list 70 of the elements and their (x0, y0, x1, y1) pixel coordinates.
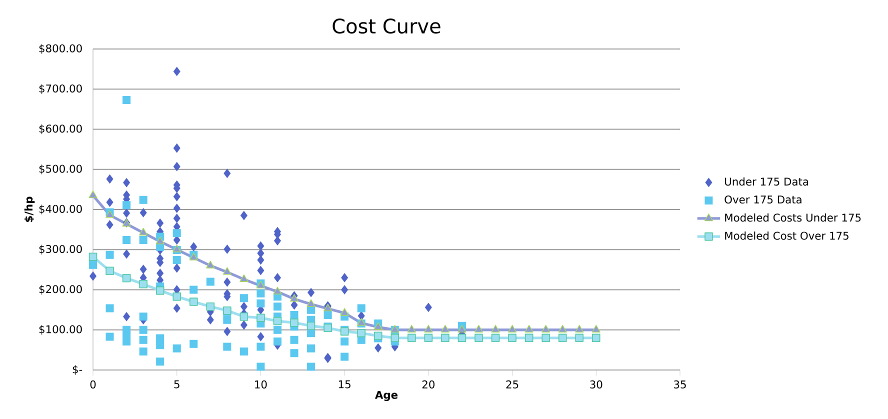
point (575, 324, 584, 333)
point (491, 334, 500, 342)
point (508, 334, 516, 342)
y-tick-label: $800.00 (39, 44, 82, 54)
point (357, 328, 366, 338)
point (306, 299, 316, 307)
x-tick-label: 0 (90, 380, 96, 388)
y-tick-label: $400.00 (39, 204, 82, 214)
point (374, 322, 382, 330)
point (458, 324, 466, 333)
point (407, 324, 416, 333)
point (558, 324, 567, 333)
point (440, 324, 450, 333)
point (122, 274, 131, 282)
point (441, 334, 450, 342)
point (156, 286, 164, 295)
y-tick-label: $700.00 (39, 84, 82, 94)
legend-label: Modeled Cost Over 175 (725, 232, 848, 240)
legend-label: Under 175 Data (725, 177, 808, 186)
point (206, 260, 215, 268)
y-tick-label: $- (72, 365, 82, 375)
point (88, 190, 98, 198)
point (542, 334, 550, 342)
point (542, 324, 550, 333)
point (240, 312, 248, 321)
y-tick-label: $600.00 (39, 124, 82, 134)
x-tick-label: 35 (674, 380, 686, 388)
point (306, 322, 316, 330)
point (156, 236, 164, 244)
point (508, 324, 517, 333)
point (222, 267, 232, 275)
point (474, 324, 484, 333)
x-axis-title: Age (374, 390, 398, 402)
point (424, 324, 433, 333)
point (190, 298, 198, 306)
point (290, 318, 298, 327)
point (408, 334, 416, 342)
y-tick-label: $500.00 (39, 164, 82, 174)
y-tick-label: $200.00 (39, 284, 82, 295)
point (558, 334, 567, 342)
y-tick-label: $100.00 (39, 325, 82, 335)
legend-label: Over 175 Data (724, 195, 802, 204)
point (88, 252, 98, 261)
point (424, 334, 433, 342)
point (524, 324, 534, 333)
x-tick-label: 30 (590, 380, 602, 388)
point (273, 286, 282, 294)
legend-label: Modeled Costs Under 175 (725, 213, 861, 222)
y-axis-title: $/hp (24, 196, 35, 222)
point (139, 280, 148, 288)
point (390, 334, 400, 342)
chart-title: Cost Curve (332, 18, 440, 34)
x-tick-label: 25 (506, 380, 518, 388)
point (474, 334, 483, 342)
point (172, 292, 181, 301)
point (575, 334, 584, 342)
x-tick-label: 5 (174, 380, 180, 388)
point (240, 274, 248, 282)
x-tick-label: 15 (338, 380, 350, 388)
point (491, 324, 500, 333)
y-tick-label: $300.00 (39, 244, 82, 254)
x-tick-label: 20 (422, 380, 435, 388)
point (592, 324, 600, 333)
point (374, 332, 382, 340)
point (592, 334, 600, 342)
point (290, 294, 299, 302)
point (458, 334, 466, 342)
x-tick-label: 10 (255, 380, 267, 388)
point (106, 266, 114, 276)
point (138, 228, 148, 236)
